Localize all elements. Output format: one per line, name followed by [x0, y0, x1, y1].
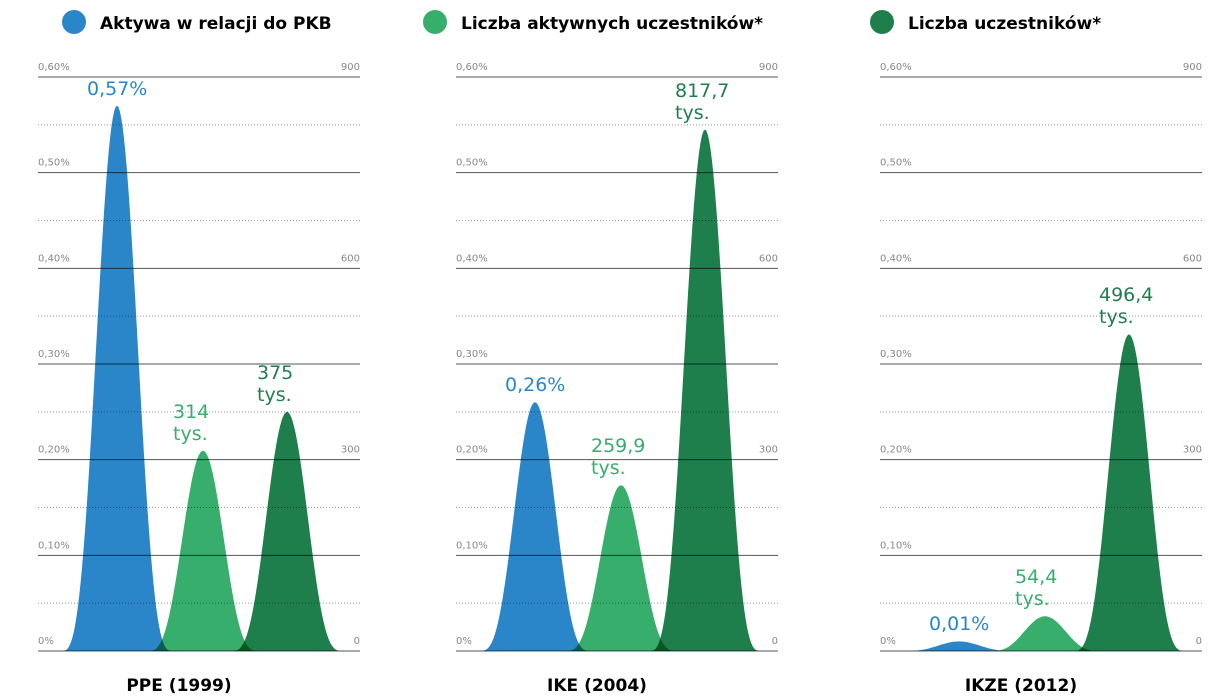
y-tick-label: 0,60% [456, 62, 488, 73]
value-label: 259,9 tys. [591, 435, 646, 480]
value-label: 375 tys. [257, 361, 294, 406]
y2-tick-label: 0 [772, 636, 778, 647]
panel-title: PPE (1999) [126, 676, 232, 696]
y-tick-label: 0% [880, 636, 896, 647]
peak [649, 129, 761, 651]
peak [61, 105, 173, 651]
y2-tick-label: 300 [1183, 445, 1202, 456]
peak [903, 641, 1015, 651]
legend-swatch [870, 10, 894, 34]
value-label: 0,57% [87, 77, 148, 100]
y-tick-label: 0,40% [880, 253, 912, 264]
peak [147, 450, 259, 651]
y-tick-label: 0,60% [38, 62, 70, 73]
y2-tick-label: 600 [341, 253, 360, 264]
value-label: 496,4 tys. [1099, 284, 1154, 329]
y-tick-label: 0,20% [456, 445, 488, 456]
y-tick-label: 0,30% [880, 349, 912, 360]
legend-swatch [423, 10, 447, 34]
value-label: 0,01% [929, 613, 990, 636]
y2-tick-label: 300 [759, 445, 778, 456]
legend-label: Liczba uczestników* [908, 14, 1102, 34]
y-tick-label: 0,20% [38, 445, 70, 456]
peak [1073, 334, 1185, 651]
y2-tick-label: 0 [1196, 636, 1202, 647]
legend-item: Liczba uczestników* [870, 10, 1101, 34]
value-label: 314 tys. [173, 400, 210, 445]
y-tick-label: 0,40% [38, 253, 70, 264]
y-tick-label: 0,30% [38, 349, 70, 360]
y-tick-label: 0,30% [456, 349, 488, 360]
y2-tick-label: 600 [1183, 253, 1202, 264]
legend-item: Liczba aktywnych uczestników* [423, 10, 763, 34]
legend-label: Aktywa w relacji do PKB [100, 14, 332, 34]
legend-label: Liczba aktywnych uczestników* [461, 14, 764, 34]
y-tick-label: 0,50% [38, 158, 70, 169]
panel-title: IKE (2004) [547, 676, 647, 696]
y-tick-label: 0,10% [880, 540, 912, 551]
peak [479, 402, 591, 651]
peak [231, 411, 343, 651]
y-tick-label: 0,50% [456, 158, 488, 169]
legend-swatch [62, 10, 86, 34]
legend-item: Aktywa w relacji do PKB [62, 10, 332, 34]
y-tick-label: 0,60% [880, 62, 912, 73]
y2-tick-label: 900 [1183, 62, 1202, 73]
y-tick-label: 0% [456, 636, 472, 647]
peak [989, 616, 1101, 651]
y2-tick-label: 900 [341, 62, 360, 73]
y-tick-label: 0,50% [880, 158, 912, 169]
value-label: 0,26% [505, 374, 566, 397]
value-label: 817,7 tys. [675, 79, 730, 124]
panel-title: IKZE (2012) [964, 676, 1078, 696]
y2-tick-label: 300 [341, 445, 360, 456]
y2-tick-label: 600 [759, 253, 778, 264]
value-label: 54,4 tys. [1015, 566, 1058, 611]
y-tick-label: 0,20% [880, 445, 912, 456]
y-tick-label: 0% [38, 636, 54, 647]
y-tick-label: 0,10% [38, 540, 70, 551]
y-tick-label: 0,10% [456, 540, 488, 551]
y-tick-label: 0,40% [456, 253, 488, 264]
y2-tick-label: 900 [759, 62, 778, 73]
peak [565, 485, 677, 651]
y2-tick-label: 0 [354, 636, 360, 647]
